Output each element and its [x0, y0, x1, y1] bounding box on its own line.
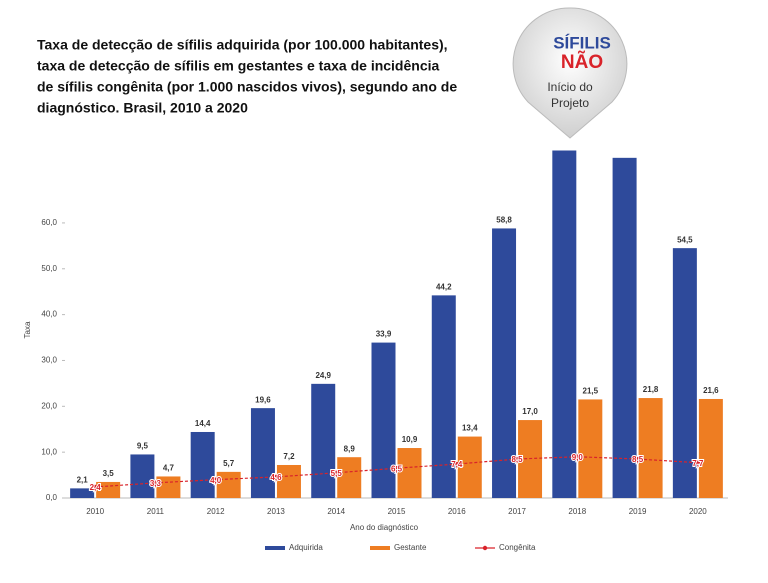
y-tick-label: 20,0 — [41, 401, 57, 410]
line-point — [334, 470, 339, 475]
y-tick-label: 50,0 — [41, 264, 57, 273]
line-point — [575, 454, 580, 459]
title-line: taxa de detecção de sífilis em gestantes… — [37, 58, 440, 74]
x-tick-label: 2017 — [508, 507, 526, 516]
data-label: 21,6 — [703, 386, 719, 395]
bar — [130, 454, 155, 498]
bar — [457, 436, 482, 498]
data-label: 5,7 — [223, 459, 235, 468]
data-label: 21,5 — [583, 387, 599, 396]
bar — [311, 383, 336, 498]
logo-pin: SÍFILIS NÃO Início do Projeto — [512, 7, 628, 139]
bar — [156, 476, 181, 498]
x-tick-label: 2019 — [629, 507, 647, 516]
legend-swatch — [265, 546, 285, 550]
data-label: 33,9 — [376, 330, 392, 339]
data-label: 7,2 — [283, 452, 295, 461]
bar — [337, 457, 362, 498]
data-label: 4,6 — [270, 473, 282, 482]
title-line: diagnóstico. Brasil, 2010 a 2020 — [37, 100, 248, 116]
data-label: 21,8 — [643, 385, 659, 394]
bar — [397, 448, 422, 498]
bar — [552, 150, 577, 499]
data-label: 58,8 — [496, 216, 512, 225]
y-tick-label: 40,0 — [41, 310, 57, 319]
legend-swatch — [482, 545, 488, 551]
x-tick-label: 2016 — [448, 507, 466, 516]
bar — [250, 408, 275, 498]
x-tick-label: 2020 — [689, 507, 707, 516]
x-tick-label: 2013 — [267, 507, 285, 516]
y-tick-label: 60,0 — [41, 218, 57, 227]
data-label: 7,4 — [451, 460, 463, 469]
data-label: 2,4 — [90, 483, 102, 492]
x-tick-label: 2015 — [388, 507, 406, 516]
bar — [698, 398, 723, 498]
data-label: 13,4 — [462, 424, 478, 433]
legend-swatch — [370, 546, 390, 550]
logo-caption: Início do — [547, 80, 593, 94]
data-label: 9,0 — [572, 453, 584, 462]
x-axis-label: Ano do diagnóstico — [350, 523, 419, 532]
x-tick-label: 2010 — [86, 507, 104, 516]
line-point — [92, 484, 98, 490]
line-point — [273, 474, 279, 480]
data-label: 9,5 — [137, 442, 149, 451]
data-label: 3,3 — [150, 479, 162, 488]
bar — [578, 399, 603, 498]
data-label: 54,5 — [677, 235, 693, 244]
legend-label: Congênita — [499, 543, 536, 552]
logo-caption: Projeto — [551, 96, 589, 110]
line-point — [695, 460, 701, 465]
legend-label: Adquirida — [289, 543, 323, 552]
title-line: Taxa de detecção de sífilis adquirida (p… — [37, 37, 448, 53]
bar — [216, 471, 241, 498]
bar — [492, 228, 517, 498]
data-label: 6,5 — [391, 464, 403, 473]
bar — [190, 431, 215, 498]
bar — [371, 342, 396, 498]
bar — [638, 398, 663, 498]
x-tick-label: 2014 — [327, 507, 345, 516]
y-tick-label: 0,0 — [46, 493, 58, 502]
legend-label: Gestante — [394, 543, 427, 552]
line-point — [454, 461, 459, 467]
bar — [70, 488, 95, 498]
data-label: 44,2 — [436, 282, 452, 291]
data-label: 3,5 — [103, 469, 115, 478]
y-tick-label: 10,0 — [41, 447, 57, 456]
x-tick-label: 2018 — [568, 507, 586, 516]
bar — [612, 157, 637, 498]
y-axis-label: Taxa — [23, 321, 32, 338]
y-tick-label: 30,0 — [41, 356, 57, 365]
data-label: 10,9 — [402, 435, 418, 444]
data-label: 24,9 — [315, 371, 331, 380]
x-tick-label: 2011 — [147, 507, 165, 516]
line-point — [153, 480, 158, 486]
data-label: 5,5 — [331, 469, 343, 478]
data-label: 4,0 — [210, 476, 222, 485]
data-label: 17,0 — [522, 407, 538, 416]
line-point — [213, 477, 218, 482]
data-label: 7,7 — [692, 459, 704, 468]
data-label: 8,5 — [511, 455, 523, 464]
data-label: 2,1 — [77, 475, 89, 484]
line-point — [394, 466, 399, 471]
bar — [672, 248, 697, 498]
line-point — [635, 456, 640, 462]
logo-text: NÃO — [561, 51, 603, 73]
data-label: 8,5 — [632, 455, 644, 464]
logo-text: SÍFILIS — [553, 33, 611, 52]
x-tick-label: 2012 — [207, 507, 225, 516]
line-point — [514, 456, 520, 462]
data-label: 14,4 — [195, 419, 211, 428]
title-line: de sífilis congênita (por 1.000 nascidos… — [37, 79, 457, 95]
data-label: 8,9 — [344, 444, 356, 453]
bar — [276, 464, 301, 498]
data-label: 19,6 — [255, 395, 271, 404]
data-label: 4,7 — [163, 464, 175, 473]
